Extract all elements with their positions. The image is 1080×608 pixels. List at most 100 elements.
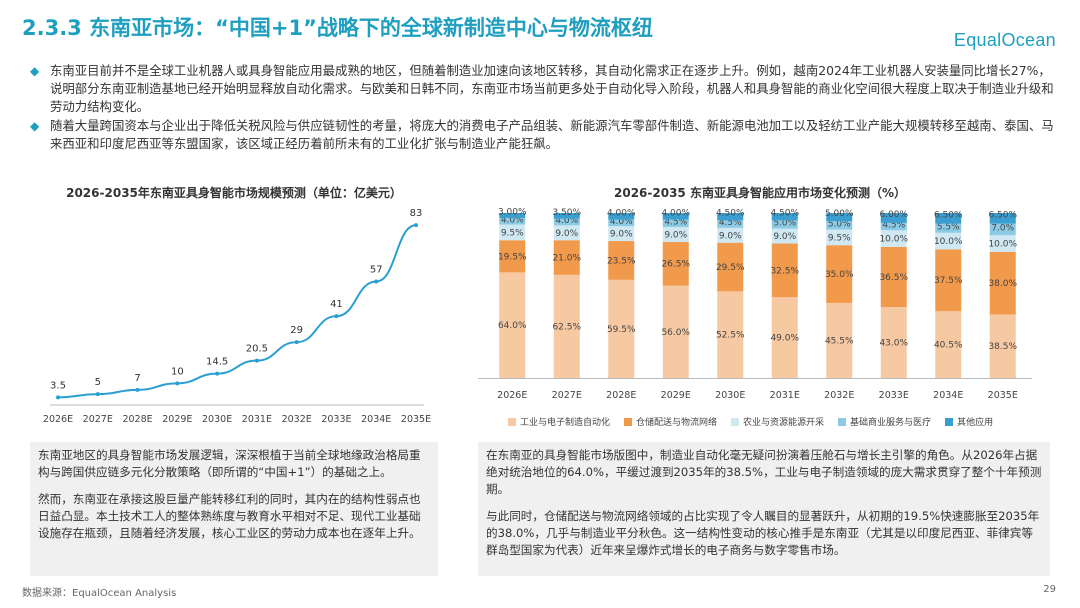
diamond-bullet-icon: ◆ bbox=[30, 64, 40, 78]
bar-data-label: 45.5% bbox=[825, 336, 854, 346]
data-label: 57 bbox=[370, 265, 383, 276]
bar-segment bbox=[553, 225, 580, 241]
bar-chart-title: 2026-2035 东南亚具身智能应用市场变化预测（%） bbox=[614, 186, 906, 200]
bar-segment bbox=[717, 227, 744, 243]
bar-data-label: 4.5% bbox=[882, 221, 905, 231]
bar-segment bbox=[935, 311, 962, 378]
bar-data-label: 9.5% bbox=[828, 233, 851, 243]
x-tick-label: 2028E bbox=[122, 414, 152, 425]
data-label: 41 bbox=[330, 299, 343, 310]
line-point bbox=[56, 395, 60, 400]
bullet-item: ◆ 随着大量跨国资本与企业出于降低关税风险与供应链韧性的考量，将庞大的消费电子产… bbox=[28, 117, 1058, 153]
bar-segment bbox=[662, 227, 689, 242]
bar-data-label: 29.5% bbox=[716, 263, 745, 273]
bar-data-label: 5.0% bbox=[773, 219, 796, 229]
line-point bbox=[254, 358, 259, 363]
bar-segment bbox=[553, 213, 580, 219]
bar-segment bbox=[717, 242, 744, 292]
x-tick-label: 2034E bbox=[361, 414, 391, 425]
bar-segment bbox=[662, 219, 689, 228]
x-tick-label: 2029E bbox=[661, 390, 691, 401]
bar-data-label: 10.0% bbox=[879, 235, 908, 245]
bar-segment bbox=[662, 285, 689, 378]
bar-data-label: 9.0% bbox=[664, 230, 687, 240]
bar-data-label: 23.5% bbox=[607, 256, 636, 266]
x-tick-label: 2035E bbox=[988, 390, 1018, 401]
data-source: 数据来源：EqualOcean Analysis bbox=[22, 588, 177, 599]
x-tick-label: 2033E bbox=[321, 414, 351, 425]
bar-segment bbox=[935, 232, 962, 250]
line-point bbox=[414, 223, 418, 228]
legend-item: 工业与电子制造自动化 bbox=[508, 415, 610, 428]
commentary-paragraph: 东南亚地区的具身智能市场发展逻辑，深深根植于当前全球地缘政治格局重构与跨国供应链… bbox=[38, 448, 421, 479]
legend-label: 农业与资源能源开采 bbox=[743, 418, 825, 428]
legend-item: 基础商业服务与医疗 bbox=[838, 415, 931, 428]
bar-segment bbox=[771, 213, 798, 221]
bar-data-label: 6.50% bbox=[988, 210, 1017, 220]
x-tick-label: 2035E bbox=[401, 414, 431, 425]
legend-swatch bbox=[945, 417, 954, 426]
bar-data-label: 3.50% bbox=[552, 208, 581, 218]
bullet-item: ◆ 东南亚目前并不是全球工业机器人或具身智能应用最成熟的地区，但随着制造业加速向… bbox=[28, 62, 1058, 116]
bar-data-label: 4.0% bbox=[501, 215, 524, 225]
x-tick-label: 2031E bbox=[770, 390, 800, 401]
commentary-paragraph: 与此同时，仓储配送与物流网络领域的占比实现了令人瞩目的显著跃升，从初期的19.5… bbox=[486, 509, 1040, 557]
x-tick-label: 2027E bbox=[552, 390, 582, 401]
bar-data-label: 56.0% bbox=[661, 328, 690, 338]
data-label: 5 bbox=[95, 377, 101, 388]
bar-segment bbox=[771, 297, 798, 378]
bar-segment bbox=[717, 220, 744, 228]
diamond-bullet-icon: ◆ bbox=[30, 119, 40, 133]
data-label: 14.5 bbox=[206, 357, 228, 368]
bar-segment bbox=[553, 240, 580, 275]
line-point bbox=[215, 371, 220, 376]
bar-segment bbox=[717, 213, 744, 221]
bar-data-label: 49.0% bbox=[770, 334, 799, 344]
bar-segment bbox=[499, 217, 526, 225]
bar-data-label: 9.5% bbox=[501, 228, 524, 238]
legend-item: 仓储配送与物流网络 bbox=[624, 415, 717, 428]
bar-segment bbox=[608, 219, 635, 227]
bar-segment bbox=[771, 243, 798, 298]
commentary-paragraph: 在东南亚的具身智能市场版图中，制造业自动化毫无疑问扮演着压舱石与增长主引擎的角色… bbox=[486, 448, 1042, 496]
bar-data-label: 4.00% bbox=[661, 208, 690, 218]
legend-swatch bbox=[624, 417, 633, 426]
bullet-text: 东南亚目前并不是全球工业机器人或具身智能应用最成熟的地区，但随着制造业加速向该地… bbox=[50, 63, 1054, 114]
data-label: 29 bbox=[290, 325, 303, 336]
data-label: 7 bbox=[134, 373, 140, 384]
bar-segment bbox=[880, 222, 907, 231]
legend-label: 其他应用 bbox=[957, 418, 994, 428]
bar-segment bbox=[989, 314, 1016, 378]
x-tick-label: 2032E bbox=[282, 414, 312, 425]
bar-segment bbox=[880, 230, 907, 247]
page-title: 2.3.3 东南亚市场：“中国+1”战略下的全球新制造中心与物流枢纽 bbox=[22, 16, 653, 40]
bar-segment bbox=[826, 213, 853, 222]
bar-data-label: 21.0% bbox=[552, 254, 581, 264]
bar-segment bbox=[662, 213, 689, 220]
bar-segment bbox=[935, 223, 962, 233]
legend-swatch bbox=[731, 417, 740, 426]
bar-data-label: 5.5% bbox=[937, 222, 960, 232]
bar-data-label: 4.50% bbox=[716, 209, 745, 219]
bar-data-label: 37.5% bbox=[934, 276, 963, 286]
bar-segment bbox=[989, 213, 1016, 224]
x-tick-label: 2029E bbox=[162, 414, 192, 425]
page-number: 29 bbox=[1043, 584, 1056, 595]
x-tick-label: 2033E bbox=[879, 390, 909, 401]
commentary-paragraph: 然而，东南亚在承接这股巨量产能转移红利的同时，其内在的结构性弱点也日益凸显。本土… bbox=[38, 492, 421, 540]
bar-segment bbox=[826, 302, 853, 378]
bar-data-label: 64.0% bbox=[498, 321, 527, 331]
legend-swatch bbox=[508, 417, 516, 426]
bar-segment bbox=[989, 223, 1016, 236]
bar-data-label: 4.0% bbox=[610, 217, 633, 227]
bar-segment bbox=[553, 274, 580, 378]
bar-data-label: 62.5% bbox=[552, 322, 581, 332]
bar-segment bbox=[771, 228, 798, 244]
bar-segment bbox=[771, 220, 798, 229]
application-share-stacked-bar-chart: 64.0%19.5%9.5%4.0%3.00%2026E62.5%21.0%9.… bbox=[478, 207, 1032, 401]
bar-segment bbox=[880, 246, 907, 308]
legend-item: 其他应用 bbox=[945, 415, 993, 428]
line-point bbox=[175, 381, 180, 386]
bullet-text: 随着大量跨国资本与企业出于降低关税风险与供应链韧性的考量，将庞大的消费电子产品组… bbox=[50, 118, 1054, 151]
bar-data-label: 38.0% bbox=[988, 279, 1017, 289]
